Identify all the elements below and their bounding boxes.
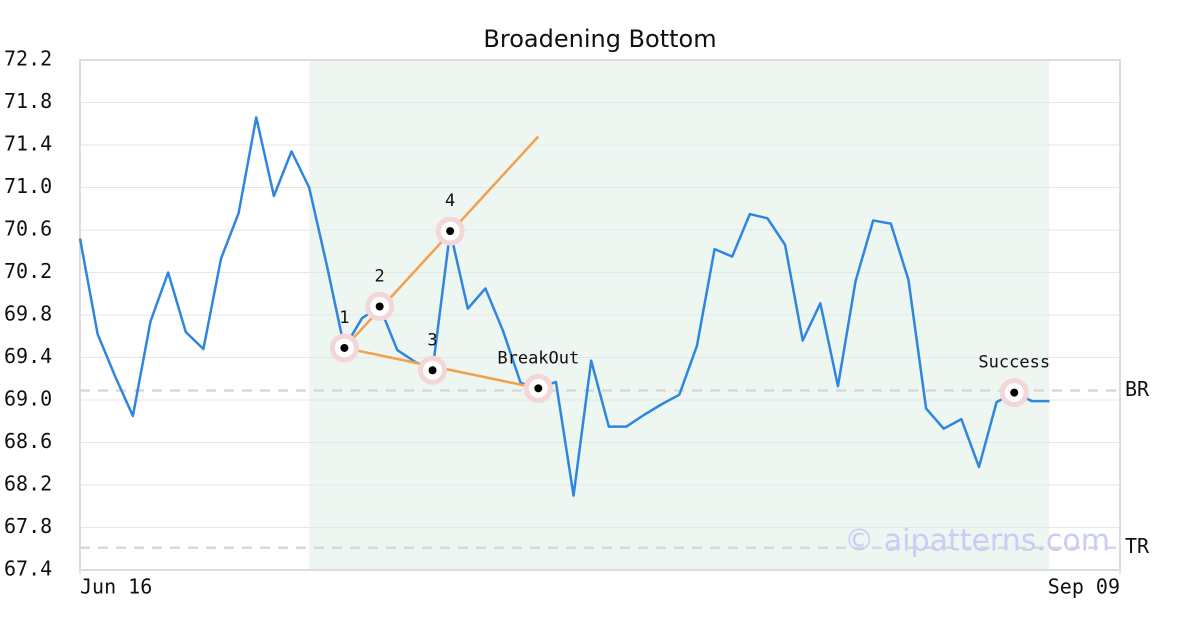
point-dot (428, 366, 437, 375)
level-label: TR (1125, 534, 1150, 558)
y-tick-label: 67.8 (4, 514, 52, 538)
y-tick-label: 68.2 (4, 472, 52, 496)
point-label: BreakOut (497, 348, 579, 368)
y-tick-label: 71.4 (4, 132, 52, 156)
price-line (78, 116, 1050, 497)
y-tick-label: 71.0 (4, 174, 52, 198)
point-label: Success (978, 353, 1050, 373)
y-tick-label: 70.6 (4, 217, 52, 241)
y-tick-label: 69.4 (4, 344, 52, 368)
point-dot (375, 302, 384, 311)
point-dot (446, 227, 455, 236)
y-tick-label: 69.0 (4, 387, 52, 411)
y-tick-label: 72.2 (4, 47, 52, 71)
watermark: © aipatterns.com (844, 524, 1110, 559)
y-tick-label: 67.4 (4, 557, 52, 581)
chart-title: Broadening Bottom (483, 25, 716, 53)
x-tick-label: Jun 16 (80, 575, 152, 599)
x-tick-label: Sep 09 (1048, 575, 1120, 599)
y-tick-label: 71.8 (4, 89, 52, 113)
point-dot (1010, 388, 1019, 397)
point-label: 2 (375, 267, 385, 287)
y-tick-label: 69.8 (4, 302, 52, 326)
plot-frame (79, 59, 1121, 571)
point-label: 4 (445, 191, 455, 211)
y-tick-label: 70.2 (4, 259, 52, 283)
point-dot (340, 343, 349, 352)
point-label: 1 (339, 308, 349, 328)
level-label: BR (1125, 377, 1150, 401)
point-dot (534, 384, 543, 393)
point-label: 3 (427, 330, 437, 350)
y-tick-label: 68.6 (4, 429, 52, 453)
